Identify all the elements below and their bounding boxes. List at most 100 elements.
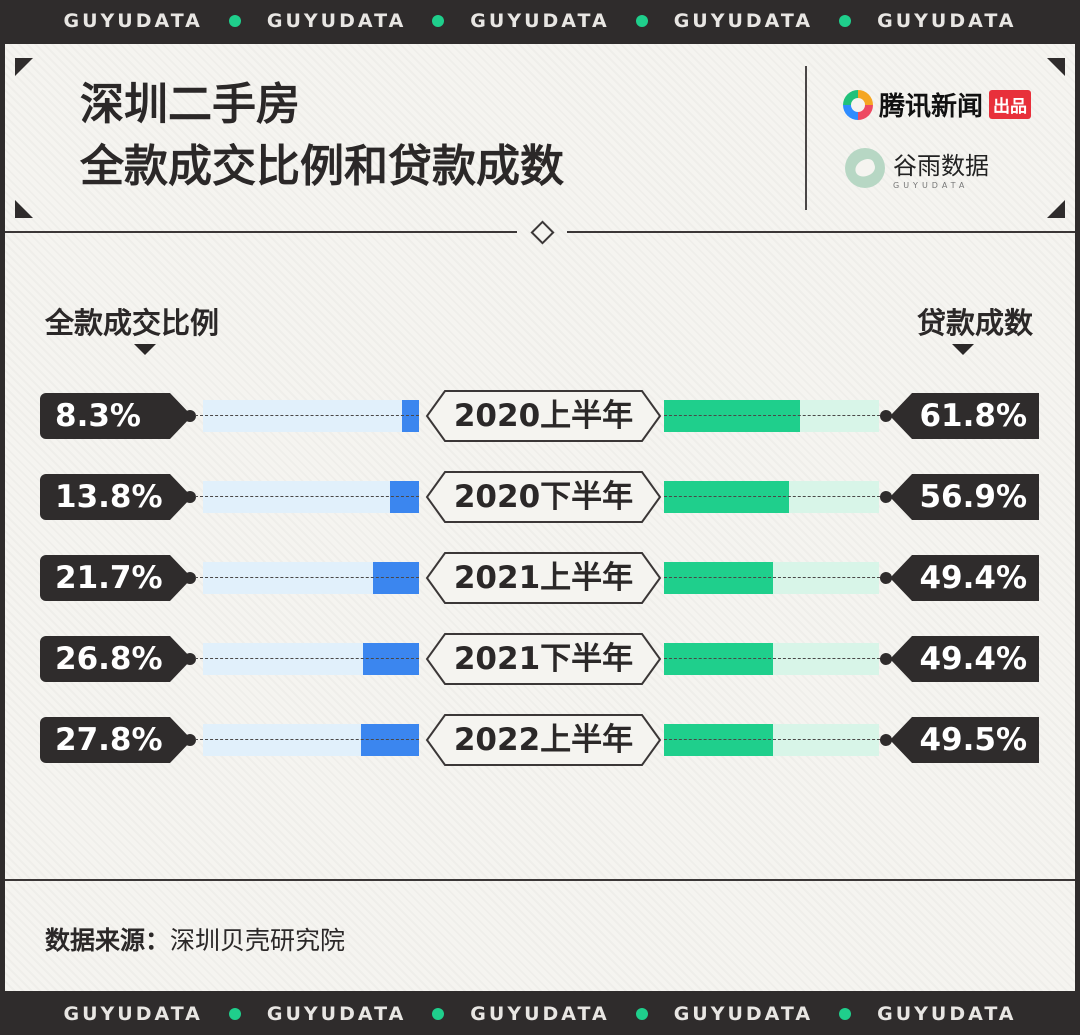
connector-dash (195, 577, 419, 578)
banner-text: GUYUDATA (877, 1003, 1017, 1025)
category-label: 2020下半年 (453, 479, 634, 515)
guyu-sub: GUYUDATA (893, 181, 969, 190)
connector-dot (880, 653, 892, 665)
down-arrow-icon (952, 344, 974, 355)
connector-dash (195, 658, 419, 659)
title-line-2: 全款成交比例和贷款成数 (80, 141, 564, 192)
left-bar (390, 481, 419, 513)
corner-mark (1047, 200, 1065, 218)
left-data-label: 13.8% (55, 479, 163, 515)
tencent-news-logo: 腾讯新闻 出品 (843, 86, 1032, 123)
connector-dash (664, 658, 885, 659)
right-value-tag (890, 636, 1039, 682)
banner-dot (635, 15, 648, 27)
page-title: 深圳二手房 全款成交比例和贷款成数 (80, 74, 564, 198)
guyu-name: 谷雨数据 (893, 152, 989, 180)
connector-dot (184, 410, 196, 422)
left-value-tag (40, 393, 192, 439)
chart-row: 21.7% 2021上半年 49.4% (5, 551, 1075, 605)
connector-dash (664, 496, 885, 497)
right-value-tag (890, 393, 1039, 439)
left-value-tag (40, 717, 192, 763)
category-badge-frame (425, 633, 662, 685)
left-data-label: 8.3% (55, 398, 141, 434)
category-label: 2020上半年 (453, 398, 634, 434)
category-badge-frame (425, 471, 662, 523)
left-bar (362, 643, 419, 675)
left-series-label: 全款成交比例 (45, 306, 220, 340)
footer-divider (5, 879, 1075, 881)
right-value-tag (890, 555, 1039, 601)
connector-dot (880, 491, 892, 503)
down-arrow-icon (134, 344, 156, 355)
corner-mark (1047, 58, 1065, 76)
left-value-tag (40, 636, 192, 682)
banner-text: GUYUDATA (470, 10, 610, 32)
chart-row: 27.8% 2022上半年 49.5% (5, 713, 1075, 767)
chart-row: 26.8% 2021下半年 49.4% (5, 632, 1075, 686)
category-label: 2022上半年 (453, 722, 634, 758)
connector-dot (880, 734, 892, 746)
category-badge: 2022上半年 (425, 713, 662, 767)
left-bar-track (203, 481, 419, 513)
right-bar (664, 481, 790, 513)
right-value-tag (890, 474, 1039, 520)
category-badge: 2020下半年 (425, 470, 662, 524)
left-bar (373, 562, 419, 594)
right-data-label: 49.5% (919, 722, 1027, 758)
left-data-label: 27.8% (55, 722, 163, 758)
right-bar (664, 400, 800, 432)
banner-dot (228, 1008, 241, 1020)
banner-dot (839, 1008, 852, 1020)
divider-line (5, 231, 517, 233)
connector-dot (184, 653, 196, 665)
right-data-label: 61.8% (919, 398, 1027, 434)
left-bar (401, 400, 419, 432)
connector-dot (184, 572, 196, 584)
banner-dot (228, 15, 241, 27)
header-divider (805, 66, 807, 210)
category-badge: 2021上半年 (425, 551, 662, 605)
diamond-icon (530, 220, 555, 245)
connector-dot (880, 572, 892, 584)
right-data-label: 49.4% (919, 560, 1027, 596)
banner-dot (432, 15, 445, 27)
guyu-bird-icon (845, 148, 885, 188)
connector-dash (664, 739, 885, 740)
left-value-tag (40, 555, 192, 601)
chart-panel: 深圳二手房 全款成交比例和贷款成数 腾讯新闻 出品 谷雨数据 GUYUDATA … (5, 44, 1075, 991)
connector-dot (880, 410, 892, 422)
left-bar (360, 724, 419, 756)
connector-dash (195, 496, 419, 497)
banner-dot (635, 1008, 648, 1020)
banner-text: GUYUDATA (266, 10, 407, 32)
top-banner: GUYUDATA GUYUDATA GUYUDATA GUYUDATA GUYU… (0, 0, 1080, 42)
left-data-label: 26.8% (55, 641, 163, 677)
category-badge: 2021下半年 (425, 632, 662, 686)
right-bar (664, 724, 773, 756)
right-value-tag (890, 717, 1039, 763)
connector-dash (195, 415, 419, 416)
banner-dot (432, 1008, 445, 1020)
left-bar-track (203, 400, 419, 432)
guyu-data-logo: 谷雨数据 GUYUDATA (845, 146, 989, 190)
tencent-news-icon (843, 89, 873, 120)
connector-dash (664, 577, 885, 578)
category-badge-frame (425, 714, 662, 766)
connector-dot (184, 491, 196, 503)
banner-dot (839, 15, 852, 27)
banner-text: GUYUDATA (470, 1003, 610, 1025)
right-data-label: 49.4% (919, 641, 1027, 677)
chart-row: 8.3% 2020上半年 61.8% (5, 389, 1075, 442)
connector-dash (195, 739, 419, 740)
category-badge-frame (425, 390, 662, 442)
connector-dot (184, 734, 196, 746)
category-badge-frame (425, 552, 662, 604)
divider-line (567, 231, 1075, 233)
banner-text: GUYUDATA (63, 10, 203, 32)
bottom-banner: GUYUDATA GUYUDATA GUYUDATA GUYUDATA GUYU… (0, 993, 1080, 1035)
banner-text: GUYUDATA (673, 1003, 814, 1025)
banner-text: GUYUDATA (673, 10, 814, 32)
right-series-label: 贷款成数 (916, 306, 1033, 340)
source-value: 深圳贝壳研究院 (170, 926, 346, 955)
